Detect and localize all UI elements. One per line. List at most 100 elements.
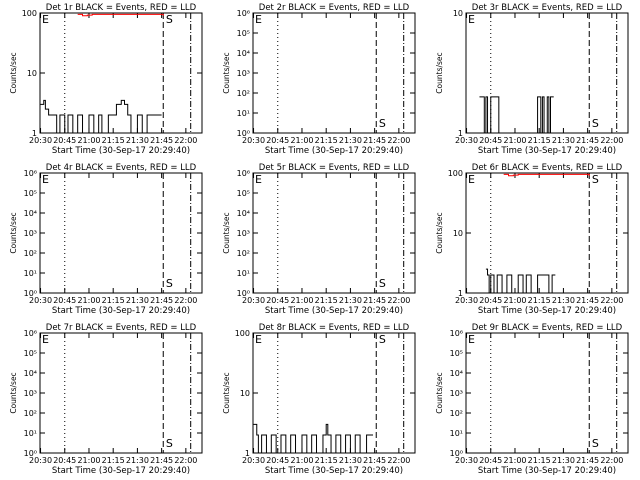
y-tick-label: 10⁶ [24, 329, 37, 338]
x-tick-label: 20:45 [53, 136, 76, 145]
series-line-0 [479, 96, 554, 134]
y-tick-label: 10⁰ [24, 289, 37, 298]
x-tick-label: 20:45 [266, 296, 289, 305]
x-tick-label: 21:30 [339, 296, 362, 305]
x-tick-label: 21:45 [363, 136, 386, 145]
x-tick-label: 22:00 [174, 136, 197, 145]
x-tick-label: 21:45 [576, 456, 599, 465]
x-tick-label: 20:30 [455, 296, 478, 305]
x-axis-label: Start Time (30-Sep-17 20:29:40) [52, 146, 190, 156]
x-tick-label: 21:30 [552, 296, 575, 305]
x-tick-label: 21:15 [102, 136, 125, 145]
y-tick-label: 10⁴ [24, 369, 37, 378]
panel-title: Det 1r BLACK = Events, RED = LLD [46, 3, 197, 13]
x-tick-label: 21:00 [503, 136, 526, 145]
x-axis-label: Start Time (30-Sep-17 20:29:40) [265, 466, 403, 476]
s-marker: S [379, 117, 386, 130]
panel-extra-label: E [468, 173, 475, 186]
y-tick-label: 10⁵ [237, 189, 250, 198]
y-tick-label: 10² [24, 409, 37, 418]
panel-title: Det 4r BLACK = Events, RED = LLD [46, 163, 197, 173]
x-tick-label: 22:00 [387, 296, 410, 305]
x-tick-label: 21:30 [126, 456, 149, 465]
x-tick-label: 22:00 [387, 136, 410, 145]
y-axis-label: Counts/sec [9, 372, 18, 413]
x-tick-label: 22:00 [600, 136, 623, 145]
panel-extra-label: E [42, 333, 49, 346]
x-tick-label: 21:45 [150, 456, 173, 465]
panel-extra-label: E [42, 13, 49, 26]
y-axis-label: Counts/sec [222, 372, 231, 413]
panel-extra-label: E [42, 173, 49, 186]
panel-title: Det 6r BLACK = Events, RED = LLD [472, 163, 623, 173]
x-tick-label: 20:45 [53, 456, 76, 465]
y-tick-label: 10⁶ [24, 169, 37, 178]
x-tick-label: 20:45 [266, 456, 289, 465]
x-tick-label: 21:00 [503, 296, 526, 305]
y-tick-label: 10¹ [24, 269, 37, 278]
y-axis-label: Counts/sec [9, 212, 18, 253]
y-tick-label: 10⁰ [237, 289, 250, 298]
x-tick-label: 20:45 [479, 136, 502, 145]
panel-extra-label: E [468, 333, 475, 346]
x-tick-label: 20:45 [266, 136, 289, 145]
y-axis-label: Counts/sec [435, 52, 444, 93]
x-tick-label: 21:30 [126, 296, 149, 305]
y-tick-label: 10¹ [237, 109, 250, 118]
s-marker: S [166, 437, 173, 450]
detector-panel-6r: Det 6r BLACK = Events, RED = LLD 1 10 100 Co… [435, 163, 629, 316]
y-tick-label: 10 [453, 229, 463, 238]
s-marker: S [379, 333, 386, 346]
x-tick-label: 21:00 [290, 456, 313, 465]
panel-extra-label: E [468, 13, 475, 26]
y-tick-label: 10⁴ [450, 369, 463, 378]
x-tick-label: 20:45 [479, 296, 502, 305]
y-tick-label: 10¹ [24, 429, 37, 438]
x-tick-label: 22:00 [600, 296, 623, 305]
y-tick-label: 10 [240, 389, 250, 398]
x-tick-label: 21:00 [290, 296, 313, 305]
x-tick-label: 20:45 [53, 296, 76, 305]
x-tick-label: 21:15 [102, 456, 125, 465]
s-marker: S [592, 117, 599, 130]
x-tick-label: 21:15 [102, 296, 125, 305]
y-tick-label: 10¹ [450, 429, 463, 438]
x-tick-label: 21:30 [339, 136, 362, 145]
x-tick-label: 22:00 [387, 456, 410, 465]
x-tick-label: 21:15 [315, 296, 338, 305]
y-tick-label: 10² [450, 409, 463, 418]
y-tick-label: 10⁵ [450, 349, 463, 358]
y-axis-label: Counts/sec [435, 212, 444, 253]
y-tick-label: 10⁴ [237, 49, 250, 58]
panel-extra-label: E [255, 333, 262, 346]
s-marker: S [166, 277, 173, 290]
y-tick-label: 10 [27, 69, 37, 78]
y-tick-label: 10³ [24, 229, 37, 238]
y-tick-label: 10⁶ [450, 329, 463, 338]
x-tick-label: 20:30 [29, 456, 52, 465]
y-tick-label: 10⁴ [237, 209, 250, 218]
x-tick-label: 21:45 [150, 136, 173, 145]
y-axis-label: Counts/sec [9, 52, 18, 93]
y-tick-label: 10² [237, 249, 250, 258]
x-tick-label: 21:00 [503, 456, 526, 465]
y-tick-label: 10⁵ [237, 29, 250, 38]
y-tick-label: 1 [32, 129, 37, 138]
x-tick-label: 20:30 [242, 456, 265, 465]
series-line-0 [40, 99, 162, 134]
x-tick-label: 20:30 [29, 296, 52, 305]
x-tick-label: 20:30 [455, 136, 478, 145]
y-tick-label: 1 [458, 129, 463, 138]
detector-panel-3r: Det 3r BLACK = Events, RED = LLD 1 10 Count… [435, 3, 629, 156]
x-tick-label: 21:00 [290, 136, 313, 145]
x-tick-label: 21:00 [77, 296, 100, 305]
panel-extra-label: E [255, 173, 262, 186]
s-marker: S [379, 277, 386, 290]
x-tick-label: 21:15 [528, 456, 551, 465]
detector-panel-8r: Det 8r BLACK = Events, RED = LLD 1 10 100 Co… [222, 323, 416, 476]
x-axis-label: Start Time (30-Sep-17 20:29:40) [52, 306, 190, 316]
x-tick-label: 21:00 [77, 136, 100, 145]
s-marker: S [592, 437, 599, 450]
y-tick-label: 10⁴ [24, 209, 37, 218]
